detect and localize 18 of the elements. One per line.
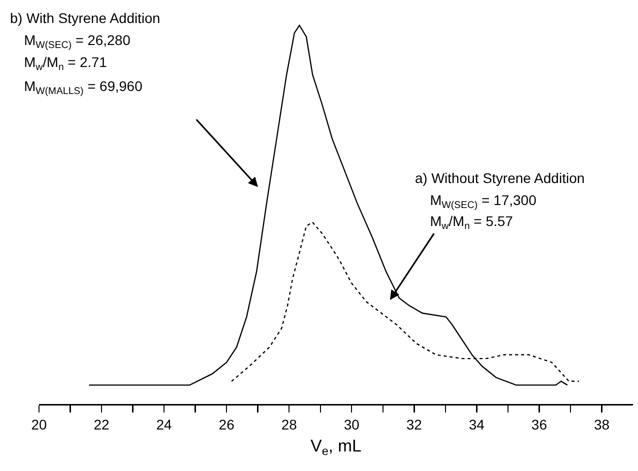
annotation: M$_{w}$/M$_{n}$ = 5.57: [430, 213, 514, 232]
annotation: M$_{w}$/M$_{n}$ = 2.71: [24, 54, 108, 73]
annotation: M$_{W(MALLS)}$ = 69,960: [24, 78, 143, 97]
annotation: M$_{W(SEC)}$ = 26,280: [24, 32, 131, 51]
annotation: b) With Styrene Addition: [10, 10, 160, 26]
annotation: a) Without Styrene Addition: [415, 170, 585, 186]
x-tick-label: 26: [218, 416, 235, 432]
x-tick-label: 38: [594, 416, 610, 432]
x-tick-label: 32: [406, 416, 422, 432]
x-tick-label: 22: [94, 416, 110, 432]
x-tick-label: 24: [156, 416, 172, 432]
x-tick-label: 36: [531, 416, 548, 432]
x-tick-label: 30: [344, 416, 360, 432]
x-tick-label: 20: [31, 416, 47, 432]
annotation: M$_{W(SEC)}$ = 17,300: [430, 192, 537, 211]
x-tick-label: 34: [468, 416, 485, 432]
x-tick-label: 28: [281, 416, 298, 432]
x-axis-title: V$_{e}$, mL: [310, 436, 362, 458]
